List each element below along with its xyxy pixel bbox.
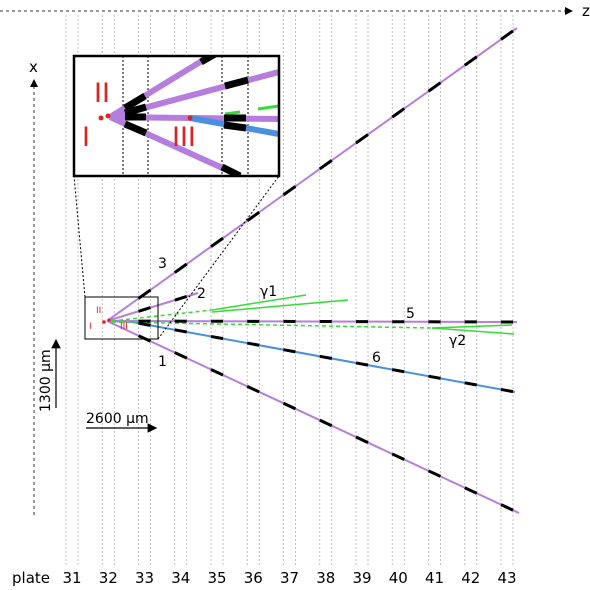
- inset-segment: [223, 121, 247, 132]
- segment: [464, 381, 478, 387]
- segment: [318, 159, 333, 171]
- vertex-ii-dot: [107, 318, 111, 322]
- segment: [210, 236, 224, 248]
- segment: [463, 55, 478, 67]
- segment: [210, 368, 224, 377]
- gamma-label-2: γ2: [449, 333, 466, 349]
- segment: [355, 133, 369, 145]
- inset-segment: [220, 163, 242, 176]
- segment: [319, 418, 333, 428]
- inset-zoom: II I III: [72, 54, 281, 178]
- segment: [174, 295, 188, 302]
- inset-vertex-ii-label: II: [94, 78, 110, 109]
- segment: [138, 321, 151, 327]
- vertex-ii-label-small: II: [96, 306, 101, 316]
- inset-gamma-a: [224, 110, 241, 116]
- plate-number: 43: [497, 569, 516, 587]
- segment: [428, 374, 441, 380]
- segment: [391, 452, 405, 461]
- segment: [319, 354, 333, 360]
- segment: [500, 503, 514, 512]
- segment: [427, 81, 442, 93]
- zoom-connector-left: [73, 175, 86, 298]
- plate-number: 35: [207, 569, 226, 587]
- zoom-region-box: [84, 296, 159, 340]
- plate-number: 37: [280, 569, 299, 587]
- segment: [283, 348, 296, 354]
- segment: [355, 361, 369, 367]
- plate-number: 42: [461, 569, 480, 587]
- segment: [246, 384, 260, 394]
- inset-vertex-iii-dot: [187, 115, 193, 121]
- segment: [427, 469, 442, 478]
- segment: [391, 368, 405, 374]
- gamma-label-1: γ1: [260, 284, 277, 300]
- track-label-5: 5: [406, 306, 415, 322]
- gamma-showers: [111, 294, 515, 335]
- inset-vertex-i-label: I: [82, 122, 90, 153]
- gamma-1-shower-a: [211, 294, 307, 311]
- plate-axis-label: plate: [12, 569, 50, 587]
- inset-vertex-ii-dot: [105, 113, 111, 119]
- plate-number: 38: [316, 569, 335, 587]
- track-5: [106, 320, 518, 323]
- zoom-connector-right: [157, 175, 280, 340]
- gamma-2-shower-b: [431, 327, 515, 335]
- plate-number: 36: [244, 569, 263, 587]
- segment: [246, 210, 261, 222]
- plate-number: 31: [62, 569, 81, 587]
- segment: [500, 29, 514, 41]
- segment: [246, 341, 260, 347]
- plate-numbers: 31 32 33 34 35 36 37 38 39 40 41 42 43: [62, 569, 516, 587]
- plate-number: 32: [99, 569, 118, 587]
- plate-number: 33: [135, 569, 154, 587]
- inset-vertex-iii-label: III: [172, 122, 196, 153]
- z-axis-label: z: [582, 2, 590, 20]
- segment: [174, 328, 188, 334]
- gamma-1-dashed: [111, 309, 213, 322]
- track-1: [106, 320, 520, 514]
- inset-frame: [72, 54, 281, 178]
- segment: [173, 262, 188, 274]
- inset-segment: [124, 103, 147, 117]
- inset-segment: [123, 120, 148, 137]
- vertex-i-dot: [102, 320, 106, 324]
- inset-segment: [224, 76, 249, 90]
- vertex-i-label-small: I: [89, 322, 92, 332]
- segment: [282, 401, 297, 411]
- inset-gamma-b: [257, 104, 279, 111]
- vertex-iii-label-small: III: [120, 322, 128, 332]
- segment: [500, 387, 514, 394]
- track-label-1: 1: [158, 354, 167, 370]
- x-axis-label: x: [29, 58, 38, 76]
- track-label-6: 6: [372, 350, 381, 366]
- plate-number: 34: [171, 569, 190, 587]
- track-label-3: 3: [158, 256, 167, 272]
- segment: [174, 351, 188, 360]
- inset-segment: [123, 92, 147, 112]
- gamma-2-dashed: [111, 321, 433, 329]
- segment: [355, 435, 369, 444]
- segment: [464, 486, 478, 495]
- segment: [138, 306, 151, 313]
- segment: [137, 334, 152, 343]
- scale-bar-vertical-label: 1300 μm: [38, 349, 54, 412]
- scale-bar-horizontal-label: 2600 μm: [86, 411, 149, 427]
- gamma-1-shower-b: [211, 299, 349, 313]
- plate-number: 41: [425, 569, 444, 587]
- track-label-2: 2: [197, 286, 206, 302]
- segment: [391, 107, 406, 119]
- gamma-2-shower-a: [431, 324, 513, 329]
- plate-number: 39: [352, 569, 371, 587]
- plate-number: 40: [389, 569, 408, 587]
- segment: [210, 334, 224, 341]
- segment: [282, 185, 297, 197]
- inset-vertex-i-dot: [98, 115, 104, 121]
- inset-segment: [199, 56, 219, 66]
